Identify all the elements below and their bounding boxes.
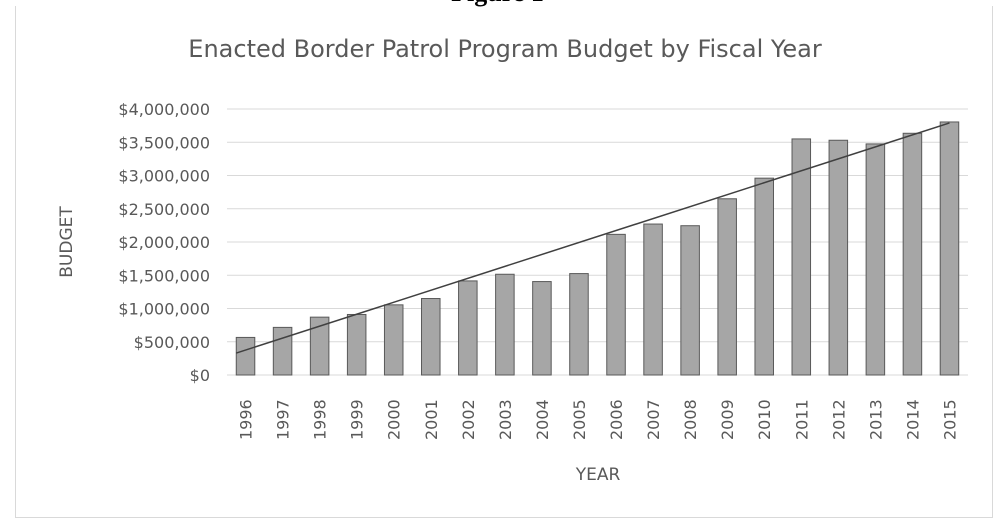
y-axis-label: BUDGET bbox=[57, 206, 77, 278]
x-axis-label: YEAR bbox=[575, 465, 621, 485]
y-tick-label: $0 bbox=[190, 366, 210, 385]
y-tick-label: $2,500,000 bbox=[118, 200, 210, 219]
x-axis-ticks: 1996 1997 1998 1999 2000 2001 2002 2003 2004 2005… bbox=[237, 399, 960, 440]
x-tick-label: 2000 bbox=[385, 399, 404, 440]
x-tick-label: 2006 bbox=[607, 399, 626, 440]
x-tick-label: 2011 bbox=[792, 399, 811, 440]
x-tick-label: 2004 bbox=[533, 399, 552, 440]
bar bbox=[272, 326, 293, 376]
bar bbox=[643, 223, 663, 376]
bar bbox=[383, 304, 404, 376]
x-tick-label: 1997 bbox=[274, 399, 293, 440]
bar bbox=[791, 138, 812, 376]
x-tick-label: 2010 bbox=[755, 399, 774, 440]
x-tick-label: 2001 bbox=[422, 399, 441, 440]
x-tick-label: 1998 bbox=[311, 399, 330, 440]
bar bbox=[865, 143, 886, 376]
y-tick-label: $3,500,000 bbox=[118, 133, 210, 152]
bar bbox=[458, 280, 478, 376]
bar bbox=[346, 313, 367, 376]
x-tick-label: 2003 bbox=[496, 399, 515, 440]
x-tick-label: 2014 bbox=[903, 399, 922, 440]
x-tick-label: 2002 bbox=[459, 399, 478, 440]
bar bbox=[606, 233, 626, 376]
bar bbox=[828, 139, 849, 376]
trendline-layer bbox=[236, 122, 950, 354]
y-tick-label: $1,500,000 bbox=[118, 266, 210, 285]
chart-title: Enacted Border Patrol Program Budget by … bbox=[188, 35, 822, 63]
x-tick-label: 1999 bbox=[348, 399, 367, 440]
bar bbox=[569, 273, 589, 376]
bar bbox=[495, 273, 515, 376]
y-tick-label: $3,000,000 bbox=[118, 167, 210, 186]
y-tick-label: $2,000,000 bbox=[118, 233, 210, 252]
cut-off-heading: Figure 1 bbox=[0, 0, 995, 8]
bar bbox=[235, 336, 256, 376]
x-tick-label: 2012 bbox=[829, 399, 848, 440]
bar bbox=[717, 198, 737, 376]
bar bbox=[680, 225, 700, 376]
x-tick-label: 2009 bbox=[718, 399, 737, 440]
x-tick-label: 2015 bbox=[940, 399, 959, 440]
y-tick-label: $4,000,000 bbox=[118, 100, 210, 119]
x-tick-label: 2007 bbox=[644, 399, 663, 440]
x-tick-label: 2008 bbox=[681, 399, 700, 440]
x-tick-label: 2005 bbox=[570, 399, 589, 440]
bar bbox=[309, 316, 330, 376]
y-axis-ticks: $0 $500,000 $1,000,000 $1,500,000 $2,000,000… bbox=[118, 100, 210, 385]
bar bbox=[754, 177, 774, 376]
bar bbox=[532, 281, 552, 376]
x-tick-label: 1996 bbox=[237, 399, 256, 440]
bars bbox=[235, 121, 960, 376]
bar bbox=[421, 298, 441, 376]
bar bbox=[902, 132, 923, 376]
y-tick-label: $500,000 bbox=[134, 333, 210, 352]
x-tick-label: 2013 bbox=[866, 399, 885, 440]
trendline bbox=[236, 122, 950, 354]
bar bbox=[939, 121, 960, 376]
y-tick-label: $1,000,000 bbox=[118, 300, 210, 319]
gridlines bbox=[227, 108, 968, 376]
